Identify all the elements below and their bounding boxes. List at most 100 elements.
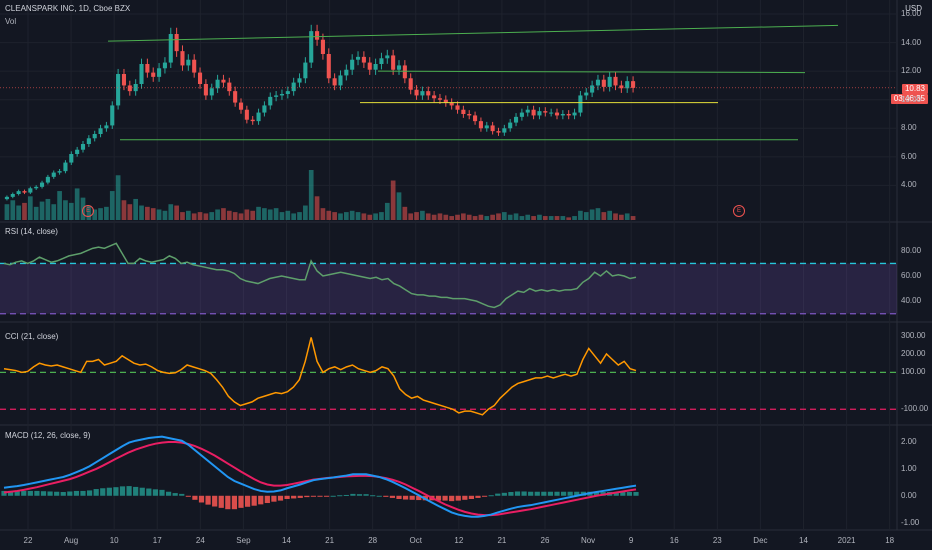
candle-body (361, 56, 366, 63)
volume-bar (443, 214, 449, 220)
candle-body (285, 91, 290, 94)
candle-body (461, 109, 466, 114)
candle-body (391, 55, 396, 70)
volume-bar (624, 213, 630, 220)
pane-background (0, 322, 932, 425)
rsi-title: RSI (14, close) (5, 227, 58, 236)
candle-body (22, 191, 27, 193)
cci-line (3, 337, 637, 416)
volume-bar (250, 210, 256, 220)
candle-body (51, 172, 56, 177)
y-tick-label: 40.00 (901, 296, 922, 306)
macd-histogram-bar (80, 490, 86, 496)
candle-body (139, 64, 144, 84)
earnings-marker-icon[interactable]: E (82, 205, 94, 217)
volume-bar (238, 213, 244, 220)
volume-bar (115, 175, 121, 220)
volume-bar (297, 212, 302, 220)
volume-bar (10, 200, 16, 220)
candle-body (180, 51, 185, 66)
macd-histogram-bar (593, 492, 600, 496)
x-tick-label: Oct (409, 536, 422, 545)
macd-histogram-bar (271, 495, 277, 502)
macd-histogram-bar (133, 486, 139, 496)
volume-bar (320, 208, 326, 220)
volume-bar (367, 214, 373, 220)
y-tick-label: 0.00 (901, 490, 917, 500)
candle-body (543, 111, 548, 113)
volume-bar (630, 216, 636, 220)
candle-body (69, 154, 74, 163)
candle-body (367, 62, 372, 70)
candle-body (344, 69, 349, 76)
macd-histogram-bar (626, 492, 633, 496)
volume-bar (51, 204, 57, 220)
volume-bar (16, 205, 21, 220)
volume-bar (133, 198, 139, 220)
candle-body (396, 65, 402, 70)
candle-body (519, 112, 524, 117)
macd-histogram-bar (613, 492, 619, 496)
candle-body (402, 65, 407, 79)
macd-histogram-bar (541, 491, 547, 496)
candle-body (39, 182, 45, 187)
macd-histogram-bar (139, 487, 145, 496)
volume-bar (197, 212, 203, 220)
volume-bar (484, 216, 490, 220)
volume-bar (332, 212, 337, 220)
currency-label[interactable]: USD (905, 4, 922, 13)
y-tick-label: 4.00 (901, 180, 917, 190)
candle-body (221, 79, 226, 83)
x-tick-label: 12 (454, 536, 464, 545)
macd-histogram-bar (343, 494, 349, 496)
volume-bar (291, 213, 297, 220)
candle-body (192, 59, 197, 73)
macd-histogram-bar (442, 495, 448, 501)
candle-body (16, 191, 21, 194)
countdown-tag: 03:46:35 (890, 94, 928, 104)
candle-body (45, 176, 50, 183)
volume-bar (402, 206, 408, 220)
macd-histogram-bar (277, 495, 284, 501)
candle-body (63, 162, 68, 172)
candle-body (279, 94, 285, 96)
x-tick-label: 22 (23, 536, 33, 545)
x-tick-label: 21 (325, 536, 335, 545)
pane-background (0, 222, 932, 322)
volume-bar (572, 216, 577, 220)
volume-bar (349, 210, 355, 220)
candle-body (227, 82, 232, 92)
candle-body (244, 109, 249, 120)
candle-body (215, 79, 220, 89)
candle-body (332, 78, 337, 86)
volume-bar (560, 216, 566, 220)
last-price-tag: 10.83 (901, 84, 928, 94)
volume-bar (455, 214, 460, 220)
candle-body (525, 109, 530, 113)
macd-histogram-bar (192, 495, 198, 500)
volume-bar (273, 208, 279, 220)
macd-histogram-bar (356, 494, 363, 496)
candle-body (162, 62, 167, 69)
macd-histogram-bar (54, 491, 60, 496)
y-tick-label: 300.00 (901, 330, 926, 340)
volume-bar (262, 208, 267, 220)
volume-bar (33, 206, 39, 220)
macd-histogram-bar (304, 495, 310, 498)
candle-body (274, 95, 279, 97)
volume-bar (209, 212, 215, 220)
x-tick-label: Aug (63, 536, 79, 545)
volume-bar (343, 212, 349, 220)
candle-body (408, 78, 413, 90)
x-tick-label: 21 (497, 536, 507, 545)
candle-body (80, 144, 86, 150)
y-tick-label: 8.00 (901, 123, 917, 133)
earnings-marker-icon[interactable]: E (733, 205, 745, 217)
x-tick-label: Sep (236, 536, 251, 545)
macd-histogram-bar (481, 495, 488, 497)
candle-body (303, 62, 308, 79)
volume-bar (420, 210, 425, 220)
symbol-title: CLEANSPARK INC, 1D, Cboe BZX (5, 4, 131, 13)
volume-bar (156, 209, 162, 220)
